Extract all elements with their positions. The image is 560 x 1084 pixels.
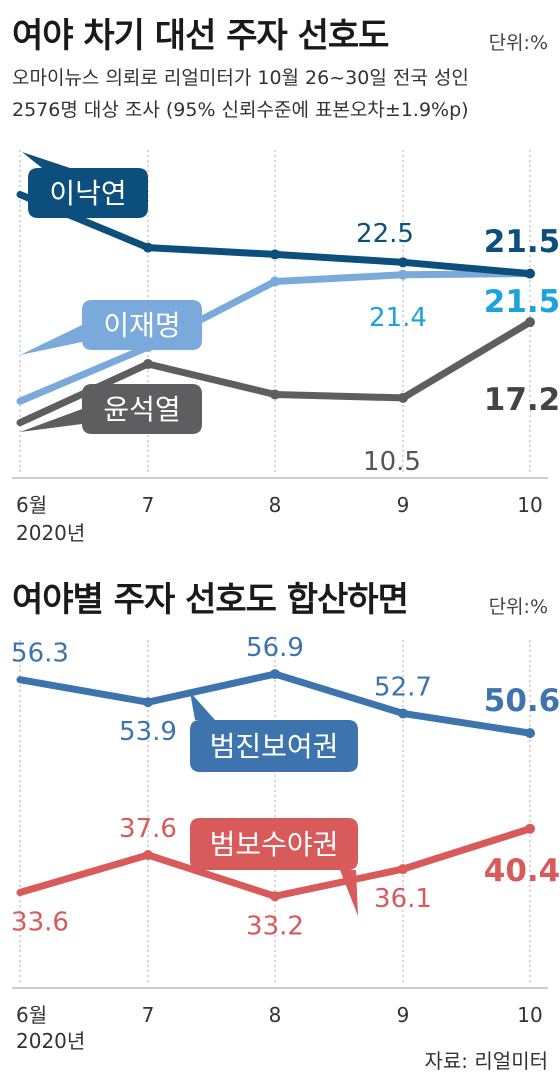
chart1-subtitle: 오마이뉴스 의뢰로 리얼미터가 10월 26~30일 전국 성인 2576명 대… <box>12 62 469 126</box>
subtitle-line-1: 오마이뉴스 의뢰로 리얼미터가 10월 26~30일 전국 성인 <box>12 67 469 89</box>
callout-yoon-label: 윤석열 <box>103 393 180 426</box>
x-tick-year: 2020년 <box>16 1029 85 1053</box>
subtitle-line-2: 2576명 대상 조사 (95% 신뢰수준에 표본오차±1.9%p) <box>12 99 469 121</box>
series-yoon-point <box>398 392 408 403</box>
value-label: 52.7 <box>374 672 432 702</box>
x-tick-label: 8 <box>269 1003 282 1027</box>
value-label: 22.5 <box>356 219 414 249</box>
x-tick-label: 10 <box>517 1003 542 1027</box>
chart1-unit: 단위:% <box>488 32 548 54</box>
x-tick-label: 6월 <box>16 1003 47 1027</box>
source-note: 자료: 리얼미터 <box>424 1049 549 1073</box>
value-label: 36.1 <box>374 884 432 914</box>
value-label: 33.6 <box>11 908 69 938</box>
series-liberal <box>16 669 535 739</box>
series-lee-jaemyung-point <box>398 269 408 280</box>
series-lee-nakyon-point <box>525 268 535 279</box>
callout-liberal-label: 범진보여권 <box>210 730 339 763</box>
value-label: 21.4 <box>369 303 427 333</box>
value-label: 53.9 <box>119 717 177 747</box>
series-lee-jaemyung-point <box>270 276 280 287</box>
x-tick-label: 7 <box>142 493 155 517</box>
callout-conservative: 범보수야권 <box>190 818 358 916</box>
chart2-title: 여야별 주자 선호도 합산하면 <box>12 580 409 620</box>
x-tick-label: 6월 <box>16 493 47 517</box>
callout-lee-jaemyung-label: 이재명 <box>103 309 180 342</box>
callout-liberal: 범진보여권 <box>190 692 358 772</box>
value-label: 21.5 <box>484 224 560 260</box>
series-liberal-point <box>398 708 408 719</box>
series-liberal-point <box>270 669 280 680</box>
value-label: 33.2 <box>246 911 304 941</box>
x-tick-label: 8 <box>269 493 282 517</box>
x-tick-year: 2020년 <box>16 521 85 545</box>
callout-lee-nakyon-label: 이낙연 <box>49 177 126 210</box>
callout-yoon: 윤석열 <box>20 384 202 434</box>
chart2-unit: 단위:% <box>488 596 548 618</box>
series-yoon-point <box>270 389 280 400</box>
series-yoon-point <box>525 317 535 328</box>
x-tick-label: 7 <box>142 1003 155 1027</box>
chart1-title: 여야 차기 대선 주자 선호도 <box>12 16 389 56</box>
series-liberal-point <box>525 728 535 739</box>
value-label: 21.5 <box>484 284 560 320</box>
callout-conservative-label: 범보수야권 <box>210 828 339 861</box>
chart2-svg: 56.3 53.9 56.9 52.7 50.6 33.6 37.6 33.2 36.1 40.4… <box>11 633 560 1053</box>
series-conservative <box>16 823 535 902</box>
series-lee-nakyon-point <box>398 257 408 268</box>
value-label: 50.6 <box>484 683 560 719</box>
series-lee-nakyon-point <box>270 249 280 260</box>
series-conservative-point <box>398 864 408 875</box>
value-label: 37.6 <box>119 814 177 844</box>
value-label: 56.3 <box>11 639 69 669</box>
series-yoon <box>16 317 535 427</box>
callout-lee-nakyon: 이낙연 <box>22 152 148 218</box>
series-lee-nakyon <box>16 191 535 279</box>
x-tick-label: 10 <box>517 493 542 517</box>
series-yoon-point <box>143 358 153 369</box>
x-tick-label: 9 <box>397 493 410 517</box>
series-conservative-point <box>525 823 535 834</box>
value-label: 17.2 <box>484 382 560 418</box>
value-label: 56.9 <box>246 633 304 663</box>
callout-lee-jaemyung: 이재명 <box>20 300 202 355</box>
value-label: 40.4 <box>484 853 560 889</box>
series-lee-nakyon-point <box>143 242 153 253</box>
value-label: 10.5 <box>363 447 421 477</box>
x-tick-label: 9 <box>397 1003 410 1027</box>
series-conservative-point <box>143 850 153 860</box>
series-conservative-point <box>270 891 280 902</box>
series-liberal-point <box>143 697 153 708</box>
